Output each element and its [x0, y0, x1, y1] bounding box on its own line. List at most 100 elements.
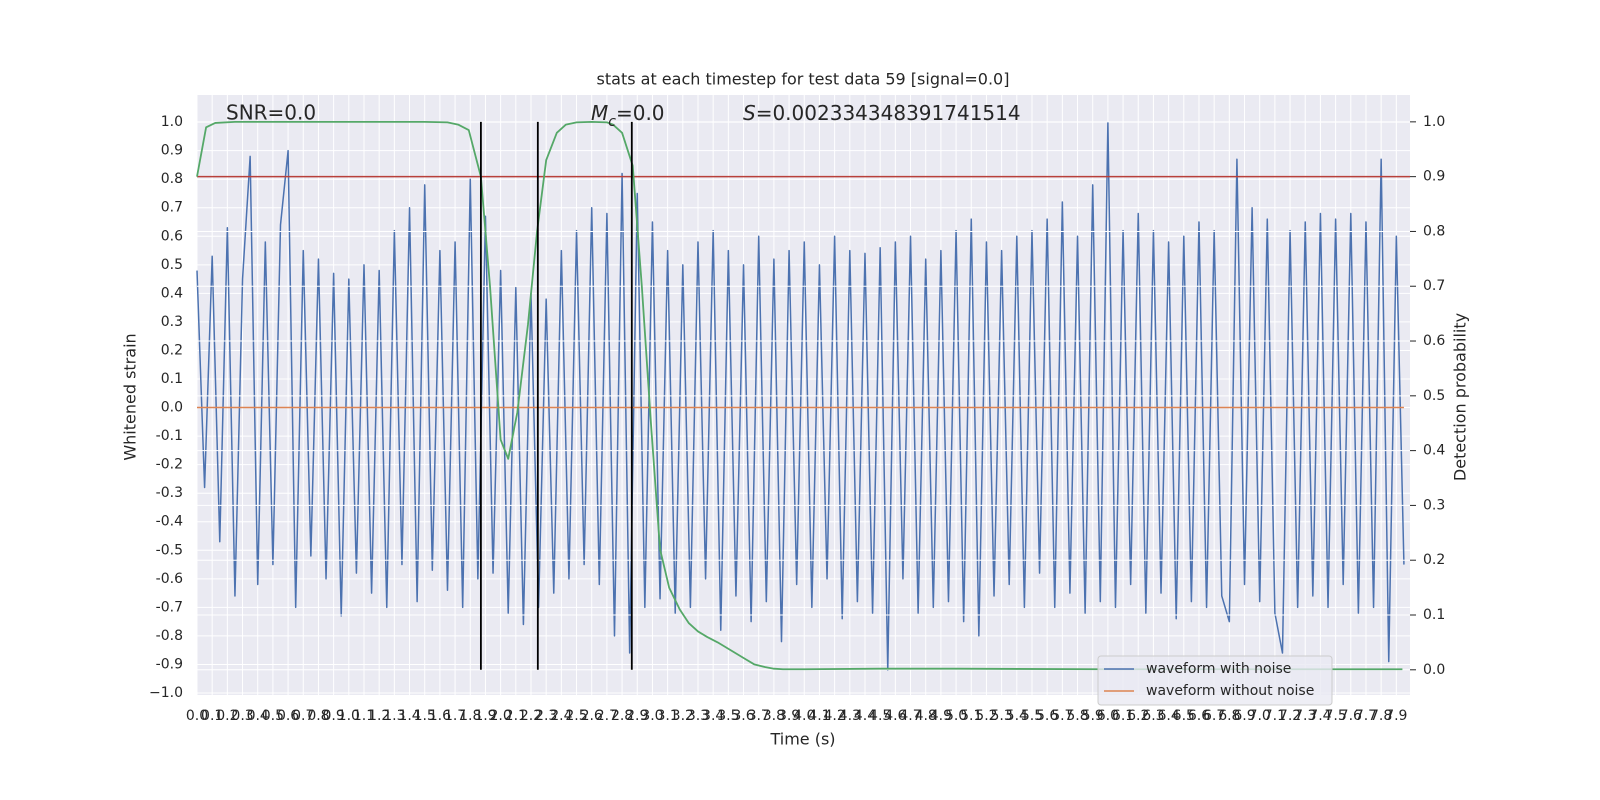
- x-tick-label: 2.9: [626, 708, 648, 724]
- x-tick-label: 0.8: [307, 708, 329, 724]
- x-tick-label: 2.8: [611, 708, 633, 724]
- y2-tick-label: 0.2: [1423, 552, 1445, 568]
- x-tick-label: 5.5: [1021, 708, 1043, 724]
- x-tick-label: 7.3: [1294, 708, 1316, 724]
- x-tick-label: 1.5: [414, 708, 436, 724]
- x-tick-label: 1.1: [353, 708, 375, 724]
- x-tick-label: 1.4: [398, 708, 420, 724]
- y-tick-label: 0.0: [161, 400, 183, 416]
- mc-symbol: M: [591, 101, 608, 125]
- y2-tick-label: 0.6: [1423, 333, 1445, 349]
- overlay-layer: 1.0 0.9 0.8 0.7 0.6 0.5 0.4 0.3 0.2 0.1 0.0: [196, 114, 1445, 678]
- x-tick-label: 1.0: [338, 708, 360, 724]
- x-tick-label: 5.0: [945, 708, 967, 724]
- x-tick-label: 6.3: [1142, 708, 1164, 724]
- y-tick-label: 0.1: [161, 371, 183, 387]
- x-tick-label: 4.8: [915, 708, 937, 724]
- x-tick-label: 0.3: [231, 708, 253, 724]
- x-tick-label: 5.7: [1051, 708, 1073, 724]
- x-tick-label: 2.5: [565, 708, 587, 724]
- x-tick-label: 7.9: [1385, 708, 1407, 724]
- x-tick-label: 5.3: [990, 708, 1012, 724]
- x-tick-label: 3.5: [717, 708, 739, 724]
- x-tick-label: 4.0: [793, 708, 815, 724]
- mc-subscript: c: [608, 114, 616, 130]
- x-tick-label: 3.4: [702, 708, 724, 724]
- probability-line: [196, 120, 1403, 671]
- y2-tick-label: 0.3: [1423, 497, 1445, 513]
- x-tick-label: 1.9: [474, 708, 496, 724]
- x-tick-label: 2.2: [520, 708, 542, 724]
- y-tick-label: 0.7: [161, 200, 183, 216]
- y-tick-label: -0.7: [156, 599, 183, 615]
- x-tick-label: 1.2: [368, 708, 390, 724]
- x-tick-label: 0.6: [277, 708, 299, 724]
- y-tick-label: 0.6: [161, 228, 183, 244]
- y-tick-label: 0.4: [161, 285, 183, 301]
- plot-background: [197, 95, 1410, 695]
- y2-axis-label: Detection probability: [1451, 313, 1470, 481]
- y2-tick-label: 0.8: [1423, 223, 1445, 239]
- x-tick-label: 1.6: [429, 708, 451, 724]
- x-tick-label: 6.8: [1218, 708, 1240, 724]
- y-axis-label: Whitened strain: [121, 333, 140, 460]
- data-layer: [196, 121, 1405, 671]
- x-tick-label: 6.4: [1157, 708, 1179, 724]
- x-tick-label: 6.9: [1233, 708, 1255, 724]
- x-tick-label: 4.4: [854, 708, 876, 724]
- legend-label: waveform with noise: [1146, 661, 1291, 677]
- series-line: [196, 121, 1405, 671]
- x-tick-label: 6.0: [1097, 708, 1119, 724]
- x-tick-label: 6.2: [1127, 708, 1149, 724]
- y2-tick-label: 0.7: [1423, 278, 1445, 294]
- y2-tick-label: 1.0: [1423, 114, 1445, 130]
- x-tick-label: 3.0: [641, 708, 663, 724]
- x-tick-label: 3.6: [732, 708, 754, 724]
- y2-tick-label: 0.5: [1423, 388, 1445, 404]
- mc-text: =0.0: [616, 101, 665, 125]
- x-tick-label: 1.3: [383, 708, 405, 724]
- x-tick-label: 0.2: [216, 708, 238, 724]
- y-tick-label: -0.1: [156, 428, 183, 444]
- x-tick-label: 5.9: [1082, 708, 1104, 724]
- x-tick-label: 3.1: [656, 708, 678, 724]
- y-tick-label: -0.6: [156, 571, 183, 587]
- x-tick-label: 1.7: [444, 708, 466, 724]
- y-tick-label: -0.2: [156, 457, 183, 473]
- x-tick-label: 7.6: [1340, 708, 1362, 724]
- x-tick-label: 3.8: [763, 708, 785, 724]
- x-tick-label: 7.5: [1324, 708, 1346, 724]
- x-tick-label: 2.6: [581, 708, 603, 724]
- y-tick-label: -0.8: [156, 628, 183, 644]
- x-tick-label: 4.1: [808, 708, 830, 724]
- x-tick-label: 4.5: [869, 708, 891, 724]
- x-tick-label: 6.7: [1203, 708, 1225, 724]
- x-tick-label: 3.7: [748, 708, 770, 724]
- x-tick-label: 4.6: [884, 708, 906, 724]
- x-tick-label: 7.0: [1249, 708, 1271, 724]
- x-tick-label: 7.8: [1370, 708, 1392, 724]
- snr-annotation: SNR=0.0: [226, 101, 316, 125]
- y2-tick-label: 0.9: [1423, 169, 1445, 185]
- x-tick-label: 0.1: [201, 708, 223, 724]
- s-annotation: S=0.002334348391741514: [743, 101, 1021, 125]
- x-tick-label: 5.8: [1066, 708, 1088, 724]
- x-tick-label: 5.1: [960, 708, 982, 724]
- x-tick-label: 1.8: [459, 708, 481, 724]
- x-tick-label: 4.9: [930, 708, 952, 724]
- x-tick-label: 0.5: [262, 708, 284, 724]
- x-tick-label: 6.6: [1188, 708, 1210, 724]
- x-tick-label: 7.2: [1279, 708, 1301, 724]
- mc-annotation: Mc=0.0: [591, 101, 665, 131]
- x-tick-label: 0.9: [323, 708, 345, 724]
- legend-label: waveform without noise: [1146, 683, 1314, 699]
- y2-tick-label: 0.1: [1423, 607, 1445, 623]
- x-tick-label: 0.4: [247, 708, 269, 724]
- x-tick-label: 0.7: [292, 708, 314, 724]
- y-tick-label: −1.0: [149, 685, 183, 701]
- x-axis-label: Time (s): [769, 730, 835, 749]
- x-tick-label: 5.6: [1036, 708, 1058, 724]
- x-tick-label: 7.4: [1309, 708, 1331, 724]
- legend: waveform with noise waveform without nois…: [1097, 655, 1333, 706]
